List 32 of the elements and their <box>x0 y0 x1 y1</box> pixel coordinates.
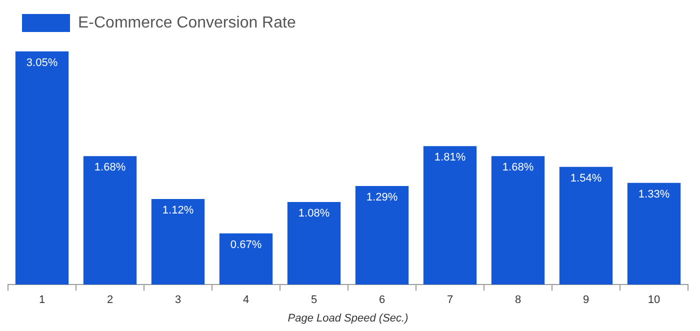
data-label: 1.29% <box>366 191 398 204</box>
data-label: 1.12% <box>162 204 194 216</box>
data-label: 1.54% <box>570 172 602 184</box>
data-label: 1.68% <box>502 162 534 174</box>
x-tick-label: 9 <box>582 294 590 306</box>
bar <box>355 186 409 285</box>
bar <box>83 156 137 285</box>
bar <box>559 166 613 285</box>
bar <box>151 198 205 285</box>
bar <box>15 51 69 285</box>
x-tick-label: 4 <box>242 294 250 306</box>
data-label: 1.81% <box>434 152 466 164</box>
x-tick-label: 7 <box>446 294 454 306</box>
data-label: 1.68% <box>94 162 126 174</box>
bar <box>287 202 341 285</box>
data-label: 1.33% <box>638 188 670 200</box>
x-axis-title: Page Load Speed (Sec.) <box>288 312 409 324</box>
bar <box>491 156 545 285</box>
x-tick-label: 6 <box>378 294 386 306</box>
x-tick-label: 5 <box>310 294 318 306</box>
data-label: 3.05% <box>26 56 58 69</box>
x-tick-label: 2 <box>106 294 114 306</box>
x-tick-label: 8 <box>514 294 522 306</box>
data-label: 1.08% <box>298 208 330 220</box>
bar <box>219 233 273 285</box>
bar <box>423 146 477 285</box>
x-tick-label: 10 <box>648 294 660 306</box>
data-label: 0.67% <box>230 238 262 251</box>
legend-label: E-Commerce Conversion Rate <box>78 14 296 32</box>
x-tick-label: 1 <box>38 294 46 306</box>
x-tick-label: 3 <box>174 294 182 306</box>
bar <box>627 182 681 285</box>
